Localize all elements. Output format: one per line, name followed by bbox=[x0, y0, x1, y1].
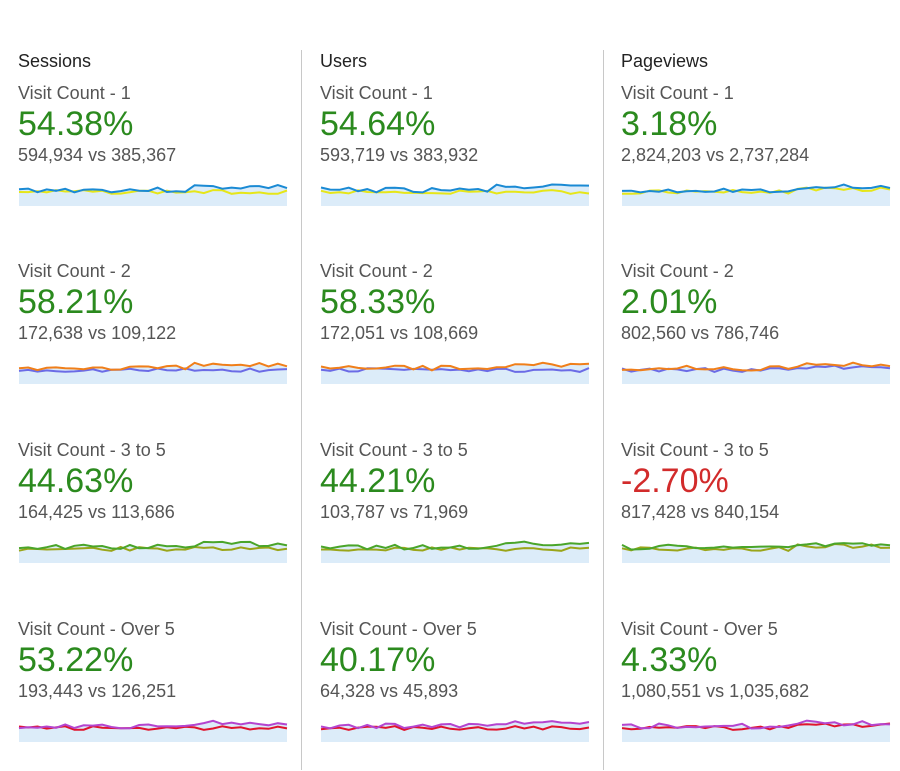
sparkline-chart bbox=[621, 361, 891, 384]
sparkline-chart bbox=[18, 719, 288, 742]
metric-card[interactable]: Visit Count - 2 2.01% 802,560 vs 786,746 bbox=[621, 260, 891, 384]
percent-change: 2.01% bbox=[621, 283, 718, 321]
column-divider bbox=[301, 50, 302, 770]
sparkline-current bbox=[18, 183, 288, 194]
comparison-values: 164,425 vs 113,686 bbox=[18, 502, 175, 522]
sparkline-chart bbox=[18, 540, 288, 563]
column-sessions: Sessions Visit Count - 1 54.38% 594,934 … bbox=[18, 50, 303, 742]
metric-card[interactable]: Visit Count - 1 54.38% 594,934 vs 385,36… bbox=[18, 82, 288, 206]
metric-card[interactable]: Visit Count - Over 5 4.33% 1,080,551 vs … bbox=[621, 618, 891, 742]
column-pageviews: Pageviews Visit Count - 1 3.18% 2,824,20… bbox=[621, 50, 900, 742]
metric-card[interactable]: Visit Count - 2 58.21% 172,638 vs 109,12… bbox=[18, 260, 288, 384]
column-users: Users Visit Count - 1 54.64% 593,719 vs … bbox=[320, 50, 605, 742]
sparkline-previous bbox=[18, 725, 288, 731]
sparkline-area bbox=[321, 362, 589, 384]
sparkline-previous bbox=[18, 189, 288, 195]
metric-card[interactable]: Visit Count - Over 5 53.22% 193,443 vs 1… bbox=[18, 618, 288, 742]
card-label: Visit Count - 1 bbox=[18, 83, 131, 103]
sparkline-current bbox=[621, 542, 891, 551]
metric-card[interactable]: Visit Count - 3 to 5 -2.70% 817,428 vs 8… bbox=[621, 439, 891, 563]
percent-change: 53.22% bbox=[18, 641, 134, 679]
comparison-values: 2,824,203 vs 2,737,284 bbox=[621, 145, 810, 165]
sparkline-current bbox=[320, 540, 590, 551]
percent-change: 58.21% bbox=[18, 283, 134, 321]
card-label: Visit Count - 2 bbox=[621, 261, 734, 281]
card-label: Visit Count - 1 bbox=[621, 83, 734, 103]
percent-change: 4.33% bbox=[621, 641, 718, 679]
sparkline-area bbox=[622, 184, 890, 206]
sparkline-area bbox=[321, 541, 589, 563]
comparison-values: 593,719 vs 383,932 bbox=[320, 145, 479, 165]
sparkline-previous bbox=[621, 186, 891, 195]
sparkline-current bbox=[18, 540, 288, 550]
column-header: Users bbox=[320, 51, 368, 71]
comparison-values: 594,934 vs 385,367 bbox=[18, 145, 177, 165]
sparkline-previous bbox=[320, 189, 590, 195]
column-divider bbox=[603, 50, 604, 770]
comparison-values: 1,080,551 vs 1,035,682 bbox=[621, 681, 810, 701]
percent-change: -2.70% bbox=[621, 462, 729, 500]
sparkline-area bbox=[622, 362, 890, 384]
comparison-values: 172,051 vs 108,669 bbox=[320, 323, 479, 343]
sparkline-previous bbox=[621, 542, 891, 553]
card-label: Visit Count - Over 5 bbox=[18, 619, 175, 639]
sparkline-current bbox=[621, 183, 891, 194]
metric-card[interactable]: Visit Count - 1 3.18% 2,824,203 vs 2,737… bbox=[621, 82, 891, 206]
card-label: Visit Count - Over 5 bbox=[621, 619, 778, 639]
sparkline-chart bbox=[621, 542, 891, 563]
sparkline-area bbox=[622, 720, 890, 742]
sparkline-current bbox=[320, 361, 590, 372]
sparkline-area bbox=[19, 362, 287, 384]
card-label: Visit Count - 2 bbox=[320, 261, 433, 281]
sparkline-chart bbox=[18, 361, 288, 384]
percent-change: 54.64% bbox=[320, 105, 436, 143]
percent-change: 44.63% bbox=[18, 462, 134, 500]
metric-card[interactable]: Visit Count - Over 5 40.17% 64,328 vs 45… bbox=[320, 618, 590, 742]
sparkline-chart bbox=[621, 719, 891, 742]
sparkline-chart bbox=[320, 540, 590, 563]
sparkline-area bbox=[19, 541, 287, 563]
card-label: Visit Count - 3 to 5 bbox=[621, 440, 769, 460]
percent-change: 58.33% bbox=[320, 283, 436, 321]
percent-change: 44.21% bbox=[320, 462, 436, 500]
percent-change: 54.38% bbox=[18, 105, 134, 143]
comparison-values: 802,560 vs 786,746 bbox=[621, 323, 780, 343]
sparkline-current bbox=[320, 720, 590, 730]
metric-card[interactable]: Visit Count - 3 to 5 44.63% 164,425 vs 1… bbox=[18, 439, 288, 563]
comparison-values: 193,443 vs 126,251 bbox=[18, 681, 177, 701]
sparkline-chart bbox=[320, 183, 590, 206]
card-label: Visit Count - 1 bbox=[320, 83, 433, 103]
sparkline-current bbox=[320, 183, 590, 194]
sparkline-area bbox=[321, 184, 589, 206]
sparkline-area bbox=[321, 721, 589, 742]
comparison-values: 103,787 vs 71,969 bbox=[320, 502, 469, 522]
metric-card[interactable]: Visit Count - 3 to 5 44.21% 103,787 vs 7… bbox=[320, 439, 590, 563]
sparkline-current bbox=[621, 361, 891, 372]
column-header: Pageviews bbox=[621, 51, 709, 71]
card-label: Visit Count - 2 bbox=[18, 261, 131, 281]
sparkline-current bbox=[18, 719, 288, 730]
metric-card[interactable]: Visit Count - 1 54.64% 593,719 vs 383,93… bbox=[320, 82, 590, 206]
sparkline-current bbox=[18, 361, 288, 372]
percent-change: 40.17% bbox=[320, 641, 436, 679]
column-header: Sessions bbox=[18, 51, 92, 71]
comparison-values: 817,428 vs 840,154 bbox=[621, 502, 780, 522]
card-label: Visit Count - Over 5 bbox=[320, 619, 477, 639]
comparison-values: 64,328 vs 45,893 bbox=[320, 681, 459, 701]
metric-card[interactable]: Visit Count - 2 58.33% 172,051 vs 108,66… bbox=[320, 260, 590, 384]
sparkline-previous bbox=[320, 725, 590, 731]
card-label: Visit Count - 3 to 5 bbox=[18, 440, 166, 460]
sparkline-previous bbox=[18, 367, 288, 373]
sparkline-chart bbox=[18, 183, 288, 206]
sparkline-area bbox=[19, 185, 287, 206]
sparkline-chart bbox=[320, 720, 590, 742]
sparkline-current bbox=[621, 719, 891, 730]
percent-change: 3.18% bbox=[621, 105, 718, 143]
sparkline-chart bbox=[320, 361, 590, 384]
card-label: Visit Count - 3 to 5 bbox=[320, 440, 468, 460]
sparkline-chart bbox=[621, 183, 891, 206]
comparison-values: 172,638 vs 109,122 bbox=[18, 323, 177, 343]
